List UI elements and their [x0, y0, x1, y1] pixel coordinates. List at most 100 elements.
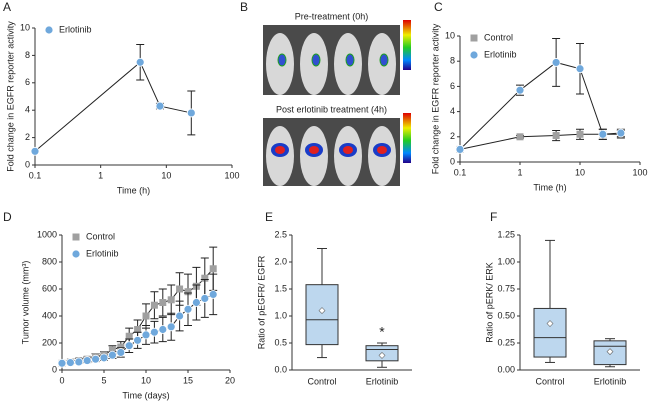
x-tick-label: 100 [224, 170, 239, 180]
panel-letter: C [434, 0, 443, 14]
data-point [186, 108, 196, 118]
signal [379, 53, 389, 67]
legend-label: Erlotinib [86, 248, 119, 258]
x-axis-label: Time (h) [533, 182, 566, 192]
y-tick-label: 2.0 [274, 256, 287, 266]
data-point [133, 335, 143, 345]
y-tick-label: 6 [450, 81, 455, 91]
signal [311, 53, 321, 67]
y-tick-label: 1.00 [497, 256, 515, 266]
y-tick-label: 200 [42, 337, 57, 347]
x-tick-label: Control [535, 376, 564, 386]
box [533, 307, 567, 358]
data-point [209, 265, 217, 273]
data-point [135, 57, 145, 67]
data-point [116, 348, 126, 357]
data-point [184, 288, 192, 296]
x-tick-label: 5 [101, 375, 106, 385]
y-tick-label: 1.0 [274, 310, 287, 320]
data-point [183, 304, 193, 314]
data-point [158, 325, 168, 334]
signal [309, 146, 319, 154]
signal [345, 53, 355, 67]
data-point [575, 64, 585, 74]
y-axis-label: Fold change in EGFR reporter activity [430, 23, 440, 174]
panel-letter: E [265, 210, 273, 224]
data-point [108, 350, 117, 360]
y-tick-label: 400 [42, 310, 57, 320]
y-tick-label: 0 [450, 156, 455, 166]
data-point [82, 356, 92, 365]
y-tick-label: 10 [445, 30, 455, 40]
data-point [576, 130, 584, 138]
data-point [149, 327, 159, 337]
series-line [459, 133, 621, 150]
data-point [551, 58, 561, 67]
x-tick-label: 1 [98, 170, 103, 180]
data-point [117, 343, 125, 351]
legend-marker [469, 50, 479, 60]
y-tick-label: 600 [42, 283, 57, 293]
y-tick-label: 0.75 [497, 283, 515, 293]
y-tick-label: 4 [450, 106, 455, 116]
data-point [616, 128, 626, 138]
legend-label: Erlotinib [59, 24, 92, 34]
data-point [515, 85, 525, 95]
data-point [134, 326, 142, 333]
signal [377, 146, 387, 154]
data-point [175, 311, 185, 321]
data-point [191, 298, 201, 307]
y-axis-label: Fold change in EGFR reporter activity [5, 21, 15, 172]
colorbar [403, 20, 411, 70]
data-point [91, 354, 100, 364]
y-tick-label: 0.25 [497, 337, 515, 347]
y-tick-label: 0.50 [497, 310, 515, 320]
legend-label: Control [484, 32, 513, 42]
legend-marker [44, 25, 54, 35]
data-point [552, 132, 560, 140]
x-tick-label: 1 [517, 167, 522, 177]
y-axis-label: Ratio of pEGFR/ EGFR [256, 255, 266, 349]
mean [546, 320, 554, 327]
legend-marker [470, 34, 478, 42]
x-tick-label: 10 [141, 375, 151, 385]
panel-letter: F [490, 210, 497, 224]
data-point [57, 358, 67, 368]
data-point [516, 133, 524, 141]
image-caption: Pre-treatment (0h) [295, 11, 369, 21]
x-tick-label: 0.1 [454, 167, 467, 177]
y-tick-label: 1.5 [274, 283, 287, 293]
y-tick-label: 0.0 [274, 364, 287, 374]
y-tick-label: 0.5 [274, 337, 287, 347]
box [305, 284, 339, 346]
y-tick-label: 4 [25, 105, 30, 115]
data-point [99, 353, 109, 363]
y-axis-label: Tumor volume (mm³) [20, 261, 30, 345]
signal [275, 146, 285, 154]
x-tick-label: Control [307, 376, 336, 386]
x-tick-label: 100 [632, 167, 647, 177]
y-tick-label: 0 [52, 364, 57, 374]
y-tick-label: 2.5 [274, 229, 287, 239]
data-point [108, 346, 116, 354]
data-point [142, 312, 150, 320]
y-tick-label: 10 [20, 22, 30, 32]
data-point [159, 299, 167, 306]
image-caption: Post erlotinib treatment (4h) [276, 104, 387, 114]
data-point [176, 285, 184, 293]
x-axis-label: Time (h) [117, 185, 150, 195]
legend-label: Control [86, 231, 115, 241]
x-axis-label: Time (days) [122, 390, 169, 400]
x-tick-label: Erlotinib [594, 376, 627, 386]
data-point [598, 129, 608, 139]
x-tick-label: 10 [575, 167, 585, 177]
legend-label: Erlotinib [484, 49, 517, 59]
y-tick-label: 2 [450, 131, 455, 141]
series-line [61, 268, 214, 364]
x-tick-label: 15 [183, 375, 193, 385]
mean [378, 351, 386, 359]
y-tick-label: 1000 [37, 229, 57, 239]
x-tick-label: 0.1 [29, 170, 42, 180]
x-tick-label: Erlotinib [366, 376, 399, 386]
data-point [155, 101, 165, 111]
